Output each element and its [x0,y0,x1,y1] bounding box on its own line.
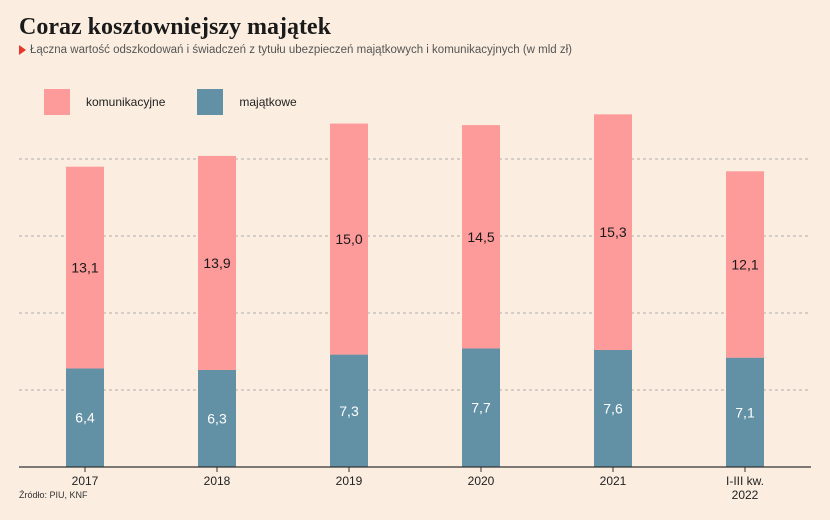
data-label: 7,3 [339,403,359,419]
bar-majatkowe [462,348,500,467]
bar-komunikacyjne [66,166,104,369]
legend-item-komunikacyjne: komunikacyjne [44,89,165,115]
data-label: 7,7 [471,400,491,416]
data-label: 6,3 [207,410,227,426]
x-tick-label: 2019 [336,474,363,488]
bar-majatkowe [594,349,632,467]
data-label: 13,1 [71,260,98,276]
legend-label-komunikacyjne: komunikacyjne [86,95,166,109]
legend-swatch-komunikacyjne [44,89,70,115]
data-label: 7,1 [735,404,755,420]
bar-majatkowe [330,354,368,467]
chart-title: Coraz kosztowniejszy majątek [19,14,331,40]
x-tick-label: 2021 [600,474,627,488]
legend-swatch-majatkowe [197,89,224,115]
subtitle-row: Łączna wartość odszkodowań i świadczeń z… [19,44,572,56]
x-tick-label: 2018 [204,474,231,488]
bar-majatkowe [66,368,104,467]
bar-komunikacyjne [594,114,632,350]
data-label: 7,6 [603,400,623,416]
bar-majatkowe [198,369,236,467]
data-label: 15,0 [335,231,362,247]
x-tick-label: 2017 [72,474,99,488]
subtitle-marker-icon [19,45,26,55]
data-label: 13,9 [203,255,230,271]
data-label: 12,1 [731,256,758,272]
legend: komunikacyjne majątkowe [44,89,329,115]
bar-komunikacyjne [726,171,764,358]
bar-majatkowe [726,357,764,467]
bar-komunikacyjne [330,123,368,355]
x-tick-label: I-III kw. 2022 [726,474,764,502]
bar-komunikacyjne [462,125,500,349]
legend-item-majatkowe: majątkowe [197,89,297,115]
data-label: 14,5 [467,229,494,245]
x-tick-label: 2020 [468,474,495,488]
legend-label-majatkowe: majątkowe [239,95,297,109]
bar-komunikacyjne [198,155,236,370]
data-label: 6,4 [75,410,95,426]
data-label: 15,3 [599,224,626,240]
source-note: Źródło: PIU, KNF [19,490,88,500]
chart-subtitle: Łączna wartość odszkodowań i świadczeń z… [30,44,573,56]
